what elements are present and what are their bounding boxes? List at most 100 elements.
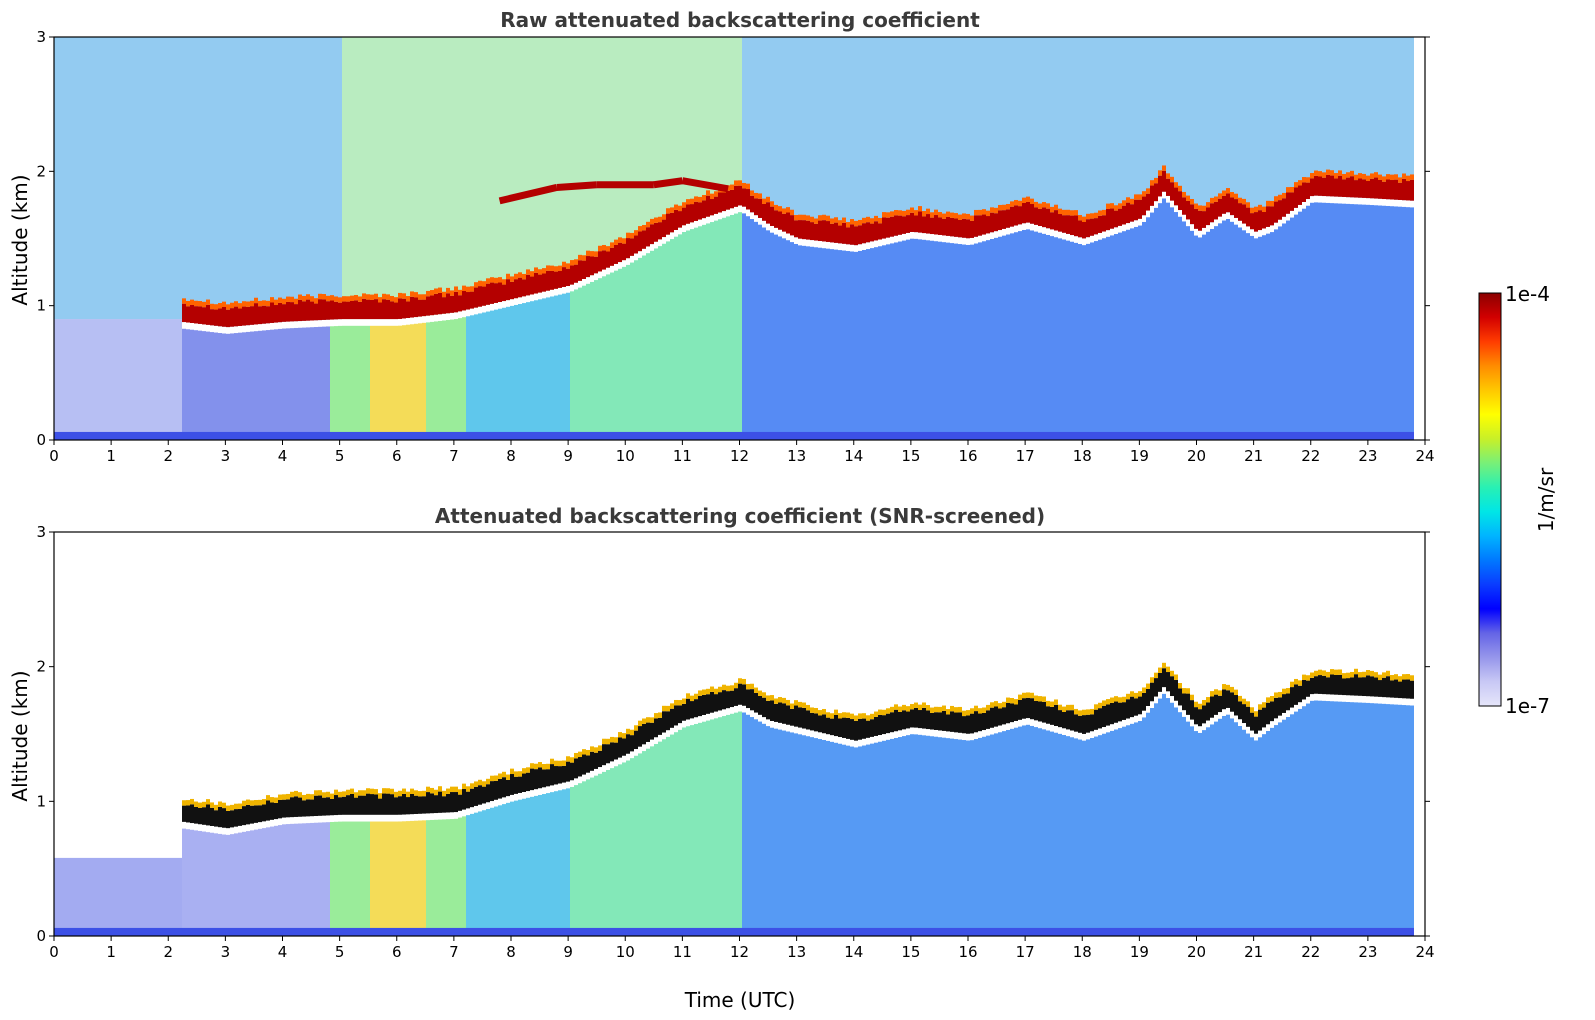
surface-band (114, 431, 118, 440)
cloud-layer (534, 769, 538, 790)
surface-band (434, 431, 438, 440)
xtick-label: 16 (958, 447, 977, 465)
surface-band (166, 431, 170, 440)
surface-band (274, 927, 278, 936)
noise-column (894, 37, 898, 236)
aerosol-column (118, 857, 122, 930)
surface-band (746, 431, 750, 440)
cloud-edge (998, 703, 1002, 709)
noise-column (114, 37, 118, 320)
surface-band (674, 431, 678, 440)
cloud-layer (426, 792, 430, 814)
aerosol-column (158, 857, 162, 930)
cloud-edge (978, 708, 982, 714)
aerosol-column (830, 249, 834, 434)
noise-column (186, 37, 190, 323)
cloud-layer (1290, 687, 1294, 708)
noise-column (66, 319, 70, 434)
cloud-edge (838, 713, 842, 719)
aerosol-column (578, 287, 582, 434)
cloud-layer (1170, 182, 1174, 201)
noise-column (926, 37, 930, 234)
cloud-edge (506, 273, 510, 280)
surface-band (802, 927, 806, 936)
cloud-edge (290, 791, 294, 798)
cloud-edge (1142, 687, 1146, 693)
surface-band (722, 927, 726, 936)
cloud-layer (1346, 177, 1350, 198)
cloud-layer (210, 309, 214, 326)
surface-band (930, 431, 934, 440)
cloud-layer (442, 796, 446, 813)
aerosol-column (586, 283, 590, 434)
cloud-edge (1006, 203, 1010, 210)
aerosol-column (242, 831, 246, 930)
aerosol-column (466, 815, 470, 930)
noise-column (294, 37, 298, 322)
cloud-edge (698, 690, 702, 696)
surface-band (686, 927, 690, 936)
aerosol-column (126, 857, 130, 930)
aerosol-column (274, 825, 278, 930)
aerosol-column (366, 325, 370, 434)
surface-band (1398, 927, 1402, 936)
surface-band (590, 927, 594, 936)
surface-band (1118, 431, 1122, 440)
surface-band (1098, 927, 1102, 936)
cloud-layer (906, 215, 910, 233)
noise-column (122, 319, 126, 434)
cloud-edge (718, 686, 722, 693)
surface-band (1102, 927, 1106, 936)
cloud-edge (814, 707, 818, 714)
noise-column (1062, 37, 1066, 233)
surface-band (1382, 431, 1386, 440)
cloud-edge (454, 286, 458, 292)
cloud-layer (542, 273, 546, 292)
aerosol-column (594, 280, 598, 434)
surface-band (1226, 927, 1230, 936)
cloud-edge (1386, 174, 1390, 180)
aerosol-column (1330, 701, 1334, 930)
noise-column (366, 37, 370, 320)
noise-column (1386, 37, 1390, 200)
surface-band (902, 927, 906, 936)
aerosol-column (874, 247, 878, 434)
cloud-edge (1074, 210, 1078, 216)
cloud-layer (214, 309, 218, 326)
noise-column (110, 319, 114, 434)
cloud-layer (762, 697, 766, 718)
surface-band (322, 927, 326, 936)
surface-band (382, 927, 386, 936)
surface-band (1290, 927, 1294, 936)
aerosol-column (486, 311, 490, 434)
surface-band (514, 927, 518, 936)
noise-column (1102, 37, 1106, 232)
cloud-edge (790, 703, 794, 709)
aerosol-column (1394, 206, 1398, 434)
panel2-plot-area: 0 1 2 3 4 5 6 7 8 9 10 11 12 13 14 15 16 17 18 19 20 21 22 23 24… (36, 523, 1434, 961)
cloud-layer (1370, 178, 1374, 199)
cloud-edge (806, 704, 810, 711)
surface-band (1342, 927, 1346, 936)
surface-band (454, 927, 458, 936)
surface-band (1118, 927, 1122, 936)
cloud-edge (1158, 170, 1162, 176)
cloud-layer (1054, 210, 1058, 231)
cloud-layer (838, 718, 842, 738)
surface-band (838, 927, 842, 936)
surface-band (614, 431, 618, 440)
noise-column (1322, 37, 1326, 197)
noise-column (70, 37, 74, 320)
cloud-edge (530, 271, 534, 277)
xtick-label: 23 (1358, 447, 1377, 465)
noise-column (650, 37, 654, 245)
noise-column (1202, 37, 1206, 228)
cloud-edge (1194, 203, 1198, 209)
aerosol-column (1090, 737, 1094, 930)
cloud-layer (1374, 677, 1378, 697)
surface-band (506, 431, 510, 440)
surface-band (174, 927, 178, 936)
surface-band (786, 927, 790, 936)
surface-band (138, 431, 142, 440)
aerosol-column (330, 326, 334, 434)
